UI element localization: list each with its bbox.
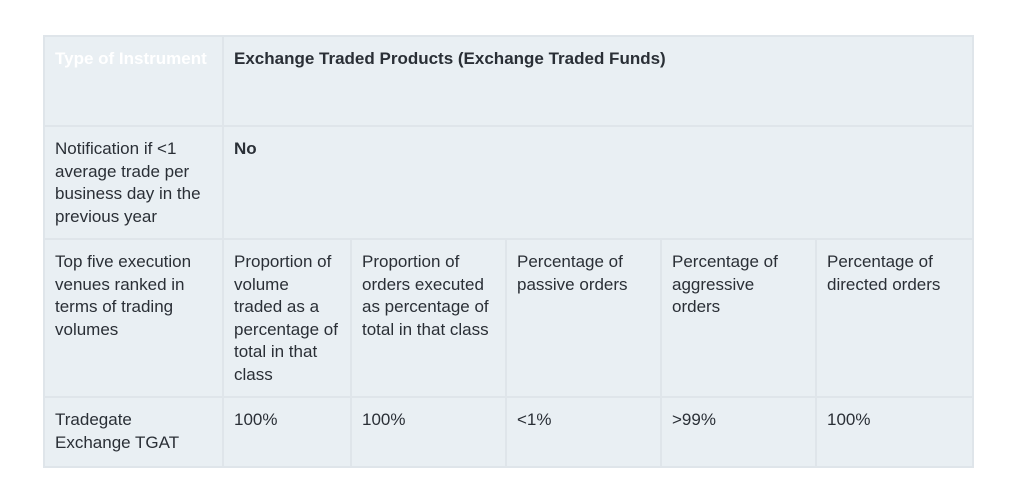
execution-venues-table: Type of Instrument Exchange Traded Produ… xyxy=(43,35,975,468)
column-header-row: Top five execution venues ranked in term… xyxy=(43,238,975,398)
orders-percentage: 100% xyxy=(350,396,507,468)
venue-name: Tradegate Exchange TGAT xyxy=(43,396,224,468)
instrument-type-row: Type of Instrument Exchange Traded Produ… xyxy=(43,35,975,127)
directed-orders-percentage: 100% xyxy=(814,396,975,468)
column-header: Percentage of passive orders xyxy=(505,238,662,398)
type-of-instrument-value: Exchange Traded Products (Exchange Trade… xyxy=(221,35,975,127)
type-of-instrument-label: Type of Instrument xyxy=(43,35,224,127)
top-venues-label: Top five execution venues ranked in term… xyxy=(43,238,224,398)
column-header: Percentage of aggressive orders xyxy=(660,238,817,398)
aggressive-orders-percentage: >99% xyxy=(660,396,817,468)
notification-label: Notification if <1 average trade per bus… xyxy=(43,125,224,240)
column-header: Proportion of orders executed as percent… xyxy=(350,238,507,398)
table-row: Tradegate Exchange TGAT 100% 100% <1% >9… xyxy=(43,396,975,468)
passive-orders-percentage: <1% xyxy=(505,396,662,468)
volume-percentage: 100% xyxy=(222,396,352,468)
notification-value: No xyxy=(221,125,975,240)
notification-row: Notification if <1 average trade per bus… xyxy=(43,125,975,240)
column-header: Percentage of directed orders xyxy=(814,238,975,398)
column-header: Proportion of volume traded as a percent… xyxy=(222,238,352,398)
